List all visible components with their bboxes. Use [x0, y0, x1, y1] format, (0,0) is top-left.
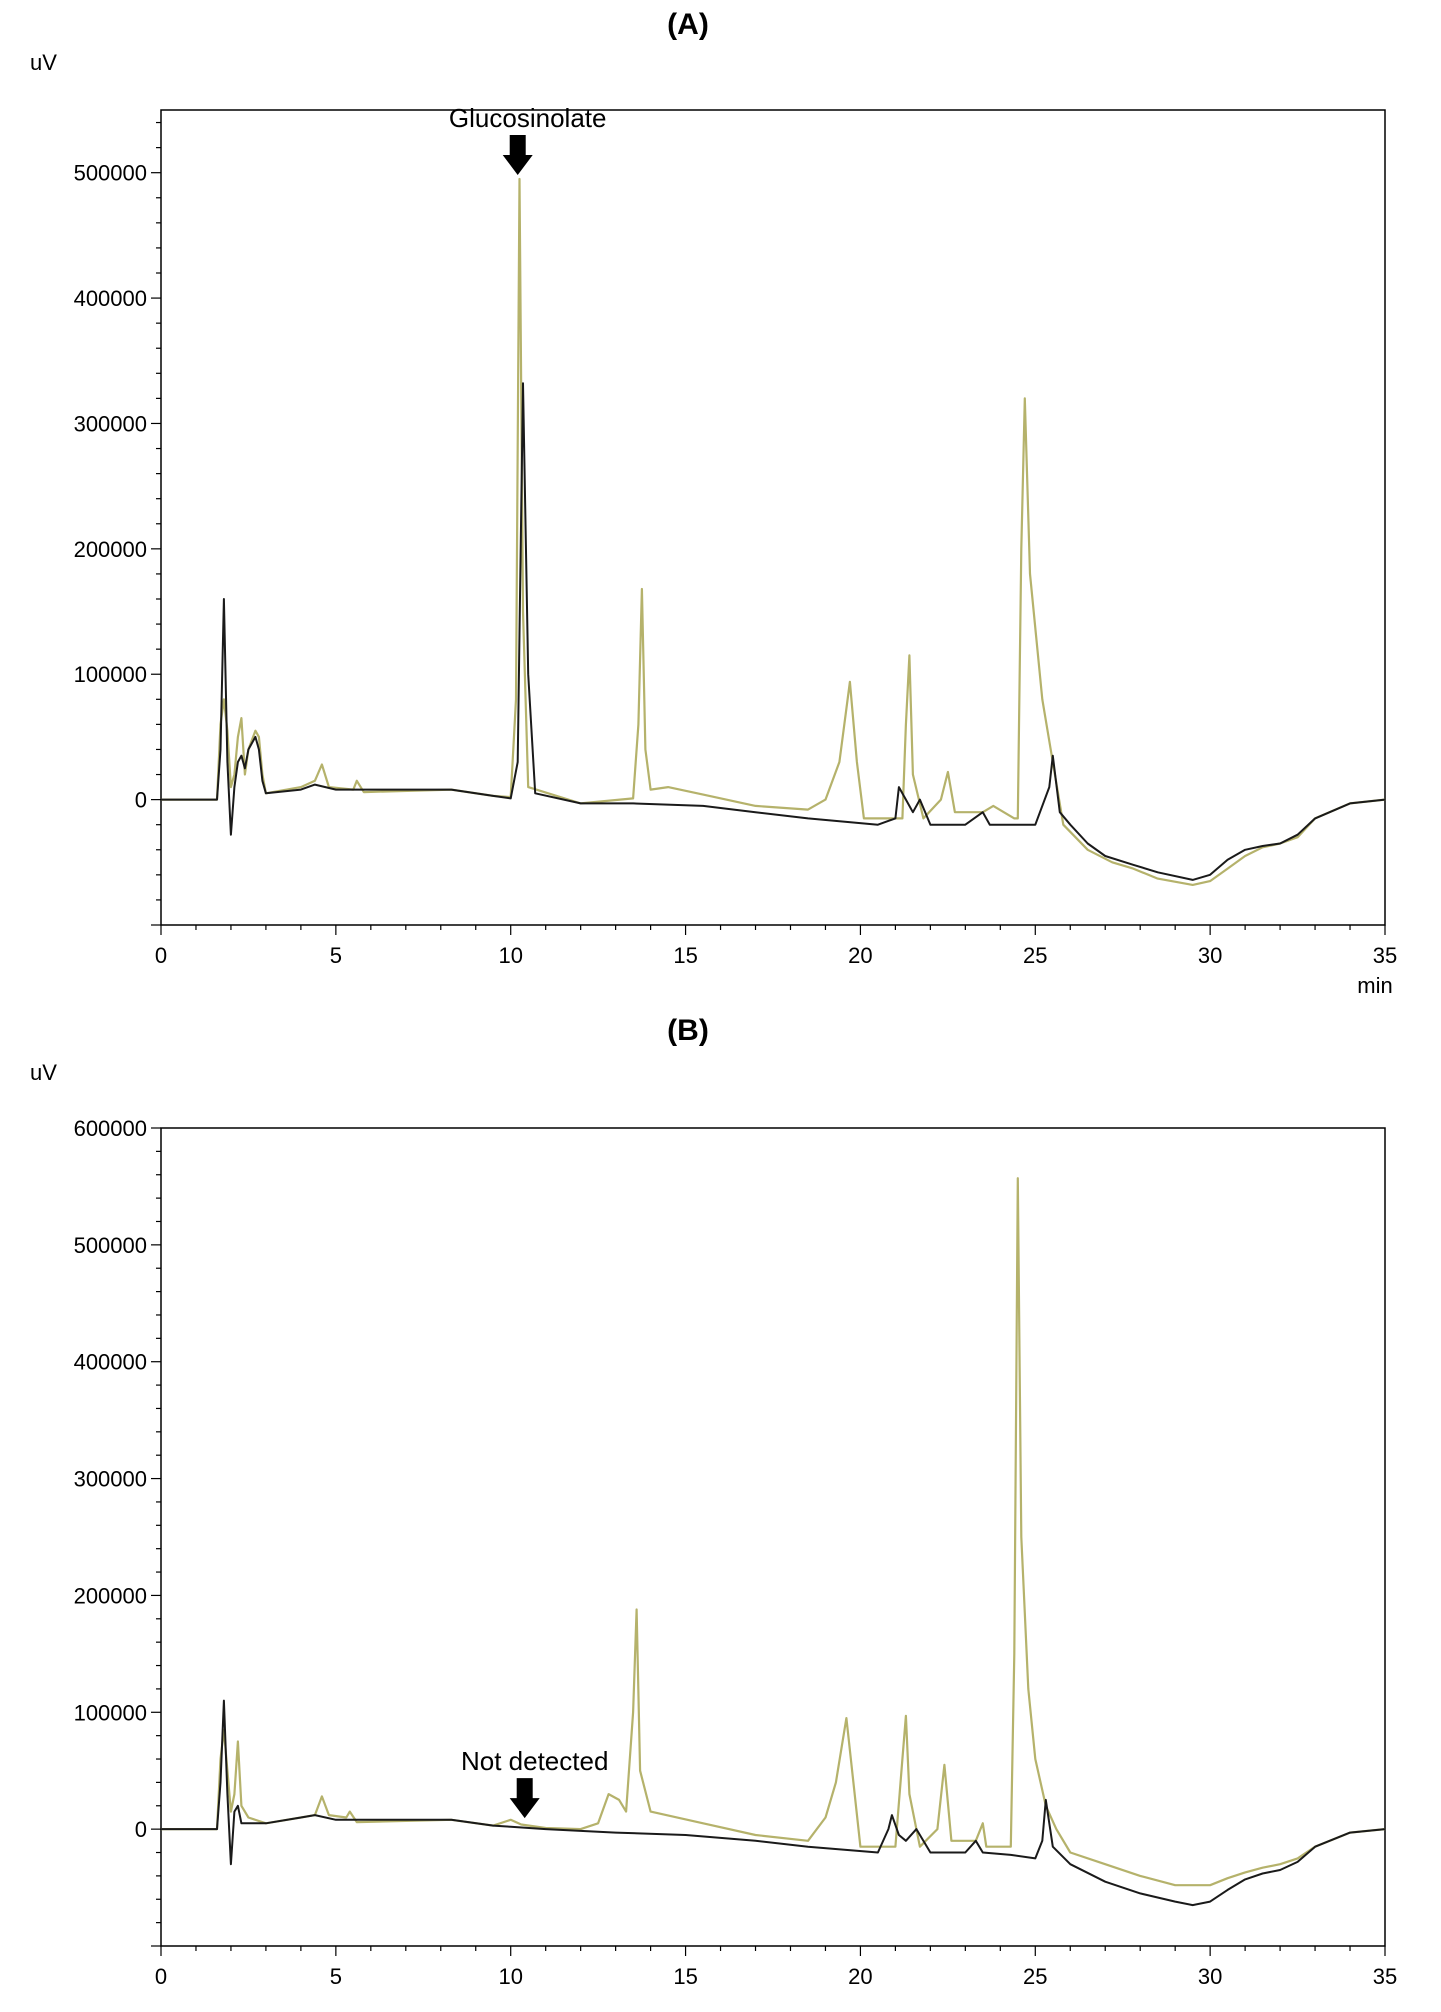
annotation-arrow-icon-b	[509, 1778, 540, 1819]
x-unit-label-a: min	[1357, 973, 1392, 998]
y-unit-label-a: uV	[30, 50, 57, 75]
annotation-label-b: Not detected	[461, 1746, 608, 1776]
x-tick-label-a: 15	[673, 943, 697, 968]
y-tick-label-b: 500000	[74, 1233, 147, 1258]
y-tick-label-b: 600000	[74, 1116, 147, 1141]
panel-title-b: (B)	[667, 1014, 709, 1047]
y-tick-label-b: 100000	[74, 1700, 147, 1725]
x-tick-label-a: 20	[848, 943, 872, 968]
y-tick-label-a: 300000	[74, 411, 147, 436]
x-tick-label-b: 0	[155, 1964, 167, 1989]
y-tick-label-a: 0	[135, 788, 147, 813]
dark-trace-line-a	[161, 382, 1386, 881]
annotation-arrow-icon-a	[502, 134, 533, 175]
x-tick-label-a: 5	[330, 943, 342, 968]
olive-trace-line-a	[161, 177, 1386, 886]
plot-frame-a	[160, 109, 1386, 926]
y-tick-label-b: 300000	[74, 1467, 147, 1492]
y-tick-label-b: 400000	[74, 1350, 147, 1375]
y-tick-label-b: 0	[135, 1817, 147, 1842]
dark-trace-line-b	[161, 1699, 1386, 1907]
panel-title-a: (A)	[667, 8, 709, 41]
chart-panel-a: (A) uV 0 100000 200000 300000 400000 500000 0 5 10…	[30, 8, 1397, 998]
annotation-label-a: Glucosinolate	[449, 103, 607, 133]
x-tick-label-a: 30	[1198, 943, 1222, 968]
x-tick-label-b: 15	[673, 1964, 697, 1989]
plot-frame-b	[160, 1127, 1386, 1947]
x-tick-label-a: 10	[498, 943, 522, 968]
x-tick-label-a: 0	[155, 943, 167, 968]
y-tick-label-a: 400000	[74, 286, 147, 311]
x-tick-label-b: 25	[1023, 1964, 1047, 1989]
y-unit-label-b: uV	[30, 1060, 57, 1085]
x-tick-label-b: 5	[330, 1964, 342, 1989]
olive-trace-line-b	[161, 1177, 1386, 1887]
x-tick-label-a: 35	[1373, 943, 1397, 968]
x-tick-label-a: 25	[1023, 943, 1047, 968]
x-tick-label-b: 35	[1373, 1964, 1397, 1989]
y-tick-label-a: 100000	[74, 662, 147, 687]
y-tick-label-b: 200000	[74, 1583, 147, 1608]
y-tick-label-a: 200000	[74, 537, 147, 562]
chart-panel-b: (B) uV 0 100000 200000 300000 400000 500000 6000…	[30, 1014, 1397, 1989]
x-tick-label-b: 30	[1198, 1964, 1222, 1989]
y-tick-label-a: 500000	[74, 161, 147, 186]
x-tick-label-b: 20	[848, 1964, 872, 1989]
x-tick-label-b: 10	[498, 1964, 522, 1989]
